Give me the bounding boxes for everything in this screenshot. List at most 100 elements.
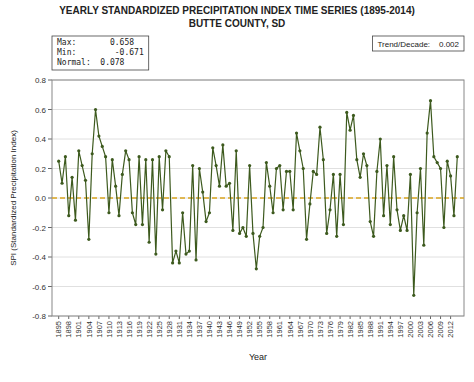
series-line [59, 101, 458, 296]
point [315, 173, 318, 176]
x-tick-label: 1955 [255, 321, 264, 338]
point [342, 223, 345, 226]
plot-area [52, 99, 464, 297]
point [245, 235, 248, 238]
point [184, 252, 187, 255]
point [81, 164, 84, 167]
point [231, 229, 234, 232]
x-tick-label: 1988 [366, 321, 375, 338]
point [221, 143, 224, 146]
x-tick-label: 1922 [145, 321, 154, 338]
point [305, 238, 308, 241]
trend-box: Trend/Decade: 0.002 [372, 36, 464, 51]
annotation: Normal: 0.078 [57, 58, 125, 67]
point [359, 176, 362, 179]
point [439, 167, 442, 170]
point [64, 155, 67, 158]
point [338, 173, 341, 176]
point [215, 164, 218, 167]
x-tick-label: 1928 [165, 321, 174, 338]
point [308, 202, 311, 205]
point [318, 126, 321, 129]
point [302, 167, 305, 170]
x-tick-label: 1931 [175, 321, 184, 338]
plot-frame [52, 80, 464, 316]
x-tick-label: 1937 [195, 321, 204, 338]
point [382, 214, 385, 217]
point [452, 214, 455, 217]
point [251, 232, 254, 235]
point [164, 149, 167, 152]
point [87, 238, 90, 241]
point [225, 185, 228, 188]
y-tick-label: 0.0 [35, 194, 47, 203]
x-tick-label: 1913 [115, 321, 124, 338]
point [228, 182, 231, 185]
y-tick-label: -0.2 [32, 224, 46, 233]
stats-box: Max: 0.658Min: -0.671Normal: 0.078 [52, 36, 149, 70]
point [349, 129, 352, 132]
point [352, 114, 355, 117]
x-tick-label: 1946 [225, 321, 234, 338]
point [265, 161, 268, 164]
point [392, 155, 395, 158]
x-axis: 1895189819011904190719101913191619191922… [54, 316, 455, 338]
point [141, 223, 144, 226]
y-tick-label: 0.8 [35, 76, 47, 85]
point [282, 208, 285, 211]
point [261, 226, 264, 229]
point [127, 158, 130, 161]
point [362, 152, 365, 155]
y-axis: -0.8-0.6-0.4-0.20.00.20.40.60.8 [32, 76, 52, 321]
grid-line [52, 109, 464, 110]
annotation: Max: 0.658 [57, 38, 134, 47]
x-tick-label: 1952 [245, 321, 254, 338]
x-tick-label: 1916 [125, 321, 134, 338]
point [372, 235, 375, 238]
point [238, 232, 241, 235]
y-tick [48, 257, 52, 258]
point [107, 211, 110, 214]
point [94, 108, 97, 111]
point [84, 179, 87, 182]
x-tick-label: 1997 [396, 321, 405, 338]
y-axis-label: SPI (Standardized Precipitation Index) [9, 130, 18, 266]
grid [52, 80, 464, 316]
point [422, 244, 425, 247]
point [365, 164, 368, 167]
point [168, 155, 171, 158]
point [178, 261, 181, 264]
point [399, 229, 402, 232]
grid-line [52, 286, 464, 287]
point [298, 149, 301, 152]
point [312, 170, 315, 173]
point [328, 208, 331, 211]
point [332, 173, 335, 176]
point [101, 145, 104, 148]
point [402, 214, 405, 217]
point [292, 208, 295, 211]
y-tick [48, 168, 52, 169]
point [429, 99, 432, 102]
point [124, 149, 127, 152]
point [74, 219, 77, 222]
y-tick-label: -0.6 [32, 283, 46, 292]
x-tick-label: 1979 [336, 321, 345, 338]
x-tick-label: 1982 [346, 321, 355, 338]
x-tick-label: 1967 [296, 321, 305, 338]
grid-line [52, 139, 464, 140]
point [405, 229, 408, 232]
point [114, 185, 117, 188]
x-tick-label: 1901 [74, 321, 83, 338]
annotation: Min: -0.671 [57, 48, 144, 57]
reference-line [52, 197, 464, 199]
x-tick-label: 1907 [95, 321, 104, 338]
x-tick-label: 1940 [205, 321, 214, 338]
y-tick [48, 316, 52, 317]
chart: YEARLY STANDARDIZED PRECIPITATION INDEX … [0, 0, 474, 382]
point [208, 211, 211, 214]
point [295, 132, 298, 135]
point [218, 185, 221, 188]
point [134, 223, 137, 226]
point [204, 220, 207, 223]
